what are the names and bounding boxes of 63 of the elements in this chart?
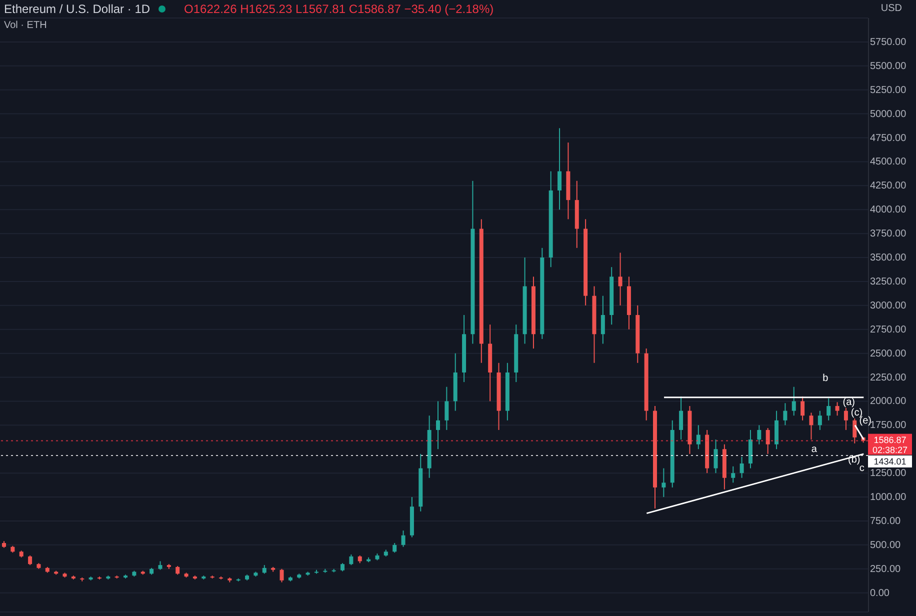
candlestick — [800, 396, 805, 421]
chart-subtitle: O1622.26 H1625.23 L1567.81 C1586.87 −35.40 (−2.18%) — [184, 2, 494, 16]
text: 02:38:27 — [872, 444, 908, 455]
candlestick — [679, 396, 684, 440]
y-tick-label: 5500.00 — [870, 60, 907, 72]
candlestick — [662, 468, 666, 498]
y-tick-label: 5000.00 — [870, 108, 907, 120]
candlestick — [349, 554, 354, 566]
ref-line-label: 1434.01 — [874, 456, 906, 466]
y-tick-label: 5250.00 — [870, 84, 907, 96]
candlestick — [600, 295, 605, 344]
y-tick-label: 4000.00 — [870, 204, 907, 216]
candlestick — [826, 398, 831, 421]
y-tick-label: 750.00 — [870, 516, 902, 527]
y-tick-label: 2500.00 — [870, 348, 907, 360]
y-tick-label: 3500.00 — [870, 252, 907, 264]
candlestick — [792, 386, 796, 416]
candlestick — [852, 418, 857, 444]
y-tick-label: 4250.00 — [870, 180, 907, 192]
y-tick-label: 1250.00 — [870, 468, 907, 480]
candlestick — [774, 410, 779, 450]
candlestick — [835, 402, 840, 416]
y-tick-label: 4750.00 — [870, 132, 907, 144]
candlestick — [444, 386, 449, 430]
y-tick-label: 1750.00 — [870, 420, 907, 432]
candlestick — [844, 407, 848, 430]
annotation: b — [822, 373, 829, 384]
candlestick — [618, 252, 622, 306]
candlestick — [818, 410, 822, 430]
candlestick — [558, 128, 562, 210]
y-tick-label: 3000.00 — [870, 300, 907, 312]
candlestick — [401, 530, 406, 548]
annotation: Vol · ETH — [4, 20, 47, 31]
ref-line-label: 1586.87 — [874, 434, 906, 445]
candlestick — [757, 424, 762, 445]
y-tick-label: 2750.00 — [870, 324, 907, 336]
chart-title: Ethereum / U.S. Dollar · 1D — [4, 2, 150, 16]
y-tick-label: 4500.00 — [870, 156, 907, 168]
candlestick — [696, 424, 700, 450]
candlestick — [436, 400, 440, 450]
y-tick-label: 250.00 — [870, 564, 902, 575]
y-tick-label: 1000.00 — [870, 492, 907, 504]
annotation: (a) — [842, 397, 856, 408]
annotation: c — [859, 463, 864, 474]
annotation: a — [811, 444, 818, 456]
candlestick — [392, 542, 397, 554]
y-tick-label: 2250.00 — [870, 372, 907, 384]
candlestick — [740, 456, 744, 478]
candlestick — [766, 428, 770, 454]
y-tick-label: 500.00 — [870, 540, 902, 551]
candlestick — [28, 554, 32, 566]
y-tick-label: 3750.00 — [870, 228, 907, 240]
candlestick — [731, 466, 736, 484]
y-tick-label: 3250.00 — [870, 276, 907, 288]
candlestick — [783, 402, 788, 426]
candlestick — [748, 429, 752, 469]
candlestick — [809, 412, 814, 440]
candlestick — [280, 568, 284, 583]
y-tick-label: 0.00 — [870, 588, 890, 599]
y-axis-title: USD — [880, 3, 902, 14]
candlestick — [714, 439, 718, 474]
y-tick-label: 5750.00 — [870, 36, 907, 48]
y-tick-label: 2000.00 — [870, 396, 907, 408]
